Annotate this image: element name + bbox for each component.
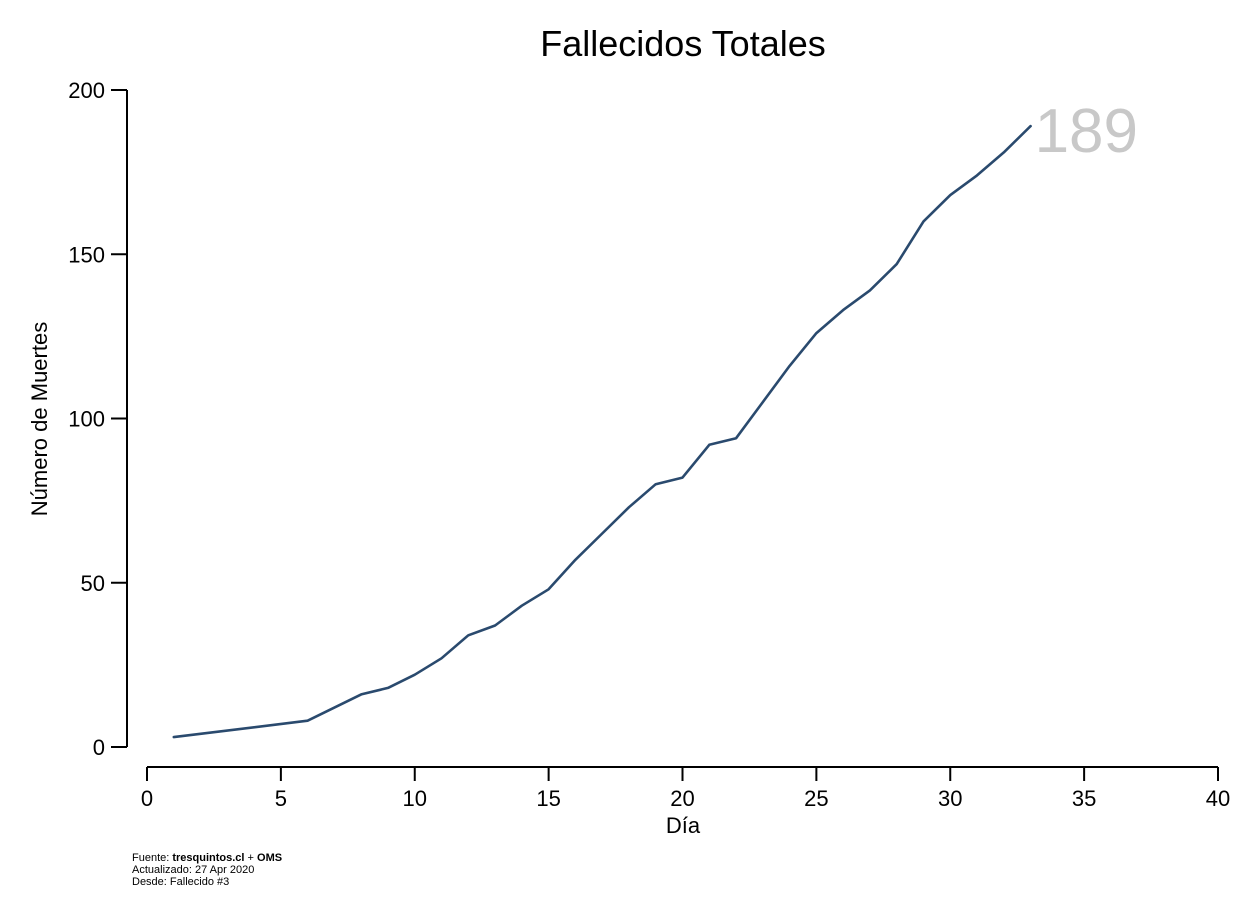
x-tick-label: 0 [141,786,153,811]
footnote-source-site: tresquintos.cl [172,852,245,864]
chart-title: Fallecidos Totales [540,23,826,64]
footnote-source-label: Fuente: [132,852,173,864]
footnote: Fuente: tresquintos.cl + OMS Actualizado… [132,852,282,888]
x-axis-ticks: 0 5 10 15 20 25 30 35 40 [141,767,1230,811]
series-group [172,124,1032,739]
y-tick-label: 50 [81,571,105,596]
x-tick-label: 30 [938,786,962,811]
y-axis-label: Número de Muertes [27,322,52,516]
y-tick-label: 100 [68,407,105,432]
footnote-source: Fuente: tresquintos.cl + OMS [132,852,282,864]
x-tick-label: 10 [403,786,427,811]
x-axis-label: Día [666,813,701,838]
y-axis-ticks: 0 50 100 150 200 [68,78,127,760]
footnote-source-separator: + [244,852,258,864]
x-tick-label: 40 [1206,786,1230,811]
x-tick-label: 15 [536,786,560,811]
x-tick-label: 35 [1072,786,1096,811]
y-tick-label: 200 [68,78,105,103]
footnote-since: Desde: Fallecido #3 [132,876,230,888]
footnote-source-org: OMS [257,852,283,864]
last-value-label: 189 [1035,97,1138,166]
series-line [172,124,1032,739]
x-tick-label: 25 [804,786,828,811]
footnote-updated: Actualizado: 27 Apr 2020 [132,864,255,876]
x-tick-label: 5 [275,786,287,811]
y-tick-label: 150 [68,242,105,267]
y-tick-label: 0 [93,735,105,760]
x-tick-label: 20 [670,786,694,811]
